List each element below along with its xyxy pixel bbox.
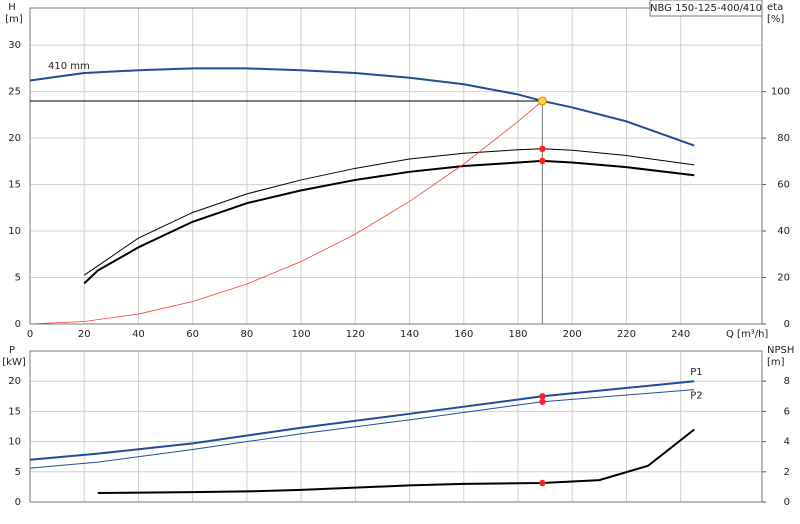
curve xyxy=(97,428,695,494)
y-tick-label: 15 xyxy=(8,406,21,417)
operating-point xyxy=(539,393,546,400)
operating-point xyxy=(539,145,546,153)
y2-axis-label: eta xyxy=(767,2,783,13)
y2-axis-label: NPSH xyxy=(767,345,794,356)
y2-tick-label: 6 xyxy=(784,406,790,417)
title-box xyxy=(649,0,763,17)
y2-tick-label: 4 xyxy=(784,437,790,448)
x-tick-label: 180 xyxy=(508,329,527,340)
x-tick-label: 220 xyxy=(617,329,636,340)
y-tick-label: 10 xyxy=(8,226,21,237)
y2-tick-label: 0 xyxy=(784,319,790,330)
y2-tick-label: 20 xyxy=(777,273,790,284)
curve xyxy=(83,148,695,276)
x-tick-label: 100 xyxy=(292,329,311,340)
y2-tick-label: 0 xyxy=(784,497,790,508)
y-tick-label: 0 xyxy=(15,319,21,330)
series-label: P1 xyxy=(690,367,702,378)
x-tick-label: 200 xyxy=(563,329,582,340)
curve xyxy=(83,159,695,285)
plot-frame xyxy=(29,350,763,503)
x-tick-label: 40 xyxy=(132,329,145,340)
x-tick-label: 0 xyxy=(27,329,33,340)
y-axis-unit: [kW] xyxy=(2,357,26,368)
curve-label: 410 mm xyxy=(48,61,90,72)
x-tick-label: 140 xyxy=(400,329,419,340)
y-tick-label: 5 xyxy=(15,467,21,478)
operating-point xyxy=(539,398,546,405)
x-tick-label: 160 xyxy=(454,329,473,340)
x-tick-label: 20 xyxy=(78,329,91,340)
operating-point xyxy=(539,157,546,165)
y2-tick-label: 80 xyxy=(777,133,790,144)
y-tick-label: 20 xyxy=(8,376,21,387)
y-tick-label: 20 xyxy=(8,133,21,144)
y2-tick-label: 100 xyxy=(771,87,790,98)
x-tick-label: 60 xyxy=(186,329,199,340)
curve xyxy=(29,100,543,325)
x-tick-label: 240 xyxy=(671,329,690,340)
y-tick-label: 25 xyxy=(8,87,21,98)
y2-axis-unit: [m] xyxy=(767,357,785,368)
y-axis-unit: [m] xyxy=(5,14,23,25)
y2-tick-label: 40 xyxy=(777,226,790,237)
x-tick-label: 120 xyxy=(346,329,365,340)
y-tick-label: 15 xyxy=(8,180,21,191)
y-axis-label: P xyxy=(9,345,15,356)
x-tick-label: 80 xyxy=(241,329,254,340)
plot-frame xyxy=(29,7,763,325)
curve xyxy=(29,67,695,147)
y2-tick-label: 8 xyxy=(784,376,790,387)
series-label: P2 xyxy=(690,391,702,402)
y-tick-label: 5 xyxy=(15,273,21,284)
y-tick-label: 10 xyxy=(8,437,21,448)
y2-tick-label: 60 xyxy=(777,180,790,191)
operating-point xyxy=(539,479,546,487)
y-axis-label: H xyxy=(8,2,16,13)
chart-title: NBG 150-125-400/410 xyxy=(650,3,762,14)
y-tick-label: 0 xyxy=(15,497,21,508)
x-axis-label: Q [m³/h] xyxy=(726,329,768,340)
y2-axis-unit: [%] xyxy=(767,14,784,25)
y-tick-label: 30 xyxy=(8,40,21,51)
y2-tick-label: 2 xyxy=(784,467,790,478)
duty-point xyxy=(537,96,547,106)
